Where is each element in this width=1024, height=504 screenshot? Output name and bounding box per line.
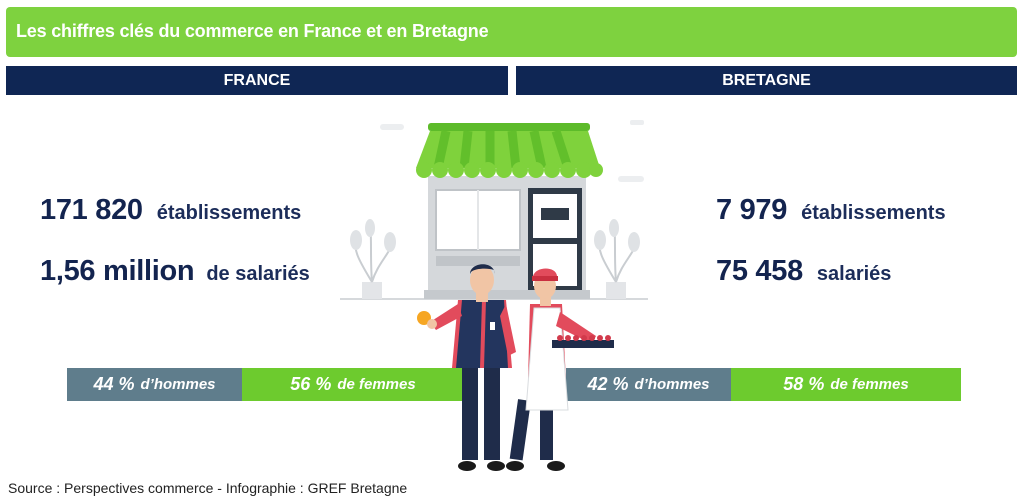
france-men-label: d’hommes <box>140 376 216 393</box>
shopkeeper-man-icon <box>417 264 516 471</box>
france-establishments-label: établissements <box>156 202 302 224</box>
france-men-pct: 44 % <box>93 374 135 394</box>
bretagne-header: BRETAGNE <box>516 66 1017 95</box>
france-establishments-value: 171 820 <box>40 194 143 226</box>
bretagne-establishments: 7 979 établissements <box>716 194 946 227</box>
bretagne-employees-label: salariés <box>816 263 892 285</box>
shop-icon <box>416 123 603 299</box>
bretagne-women-pct: 58 % <box>783 374 825 394</box>
france-men-bar: 44 % d’hommes <box>67 368 242 401</box>
plant-icon <box>594 219 640 299</box>
bretagne-establishments-label: établissements <box>801 202 946 224</box>
france-establishments: 171 820 établissements <box>40 194 301 227</box>
france-women-bar: 56 % de femmes <box>242 368 464 401</box>
cloud-icon <box>380 120 644 182</box>
bretagne-employees: 75 458 salariés <box>716 255 891 288</box>
france-employees: 1,56 million de salariés <box>40 255 310 288</box>
shopkeeper-woman-icon <box>506 268 614 471</box>
bretagne-establishments-value: 7 979 <box>716 194 788 226</box>
title-banner: Les chiffres clés du commerce en France … <box>6 7 1017 57</box>
france-women-pct: 56 % <box>290 374 332 394</box>
page-title: Les chiffres clés du commerce en France … <box>16 21 489 41</box>
shop-illustration <box>340 120 648 471</box>
plant-icon <box>350 219 396 299</box>
bretagne-women-bar: 58 % de femmes <box>731 368 961 401</box>
bretagne-men-pct: 42 % <box>587 374 629 394</box>
bretagne-employees-value: 75 458 <box>716 255 803 287</box>
bretagne-men-label: d’hommes <box>634 376 710 393</box>
france-employees-value: 1,56 million <box>40 255 195 287</box>
france-header: FRANCE <box>6 66 508 95</box>
france-employees-label: de salariés <box>206 263 310 285</box>
bretagne-women-label: de femmes <box>830 376 909 393</box>
bretagne-men-bar: 42 % d’hommes <box>566 368 731 401</box>
source-caption: Source : Perspectives commerce - Infogra… <box>8 480 408 496</box>
france-women-label: de femmes <box>337 376 416 393</box>
